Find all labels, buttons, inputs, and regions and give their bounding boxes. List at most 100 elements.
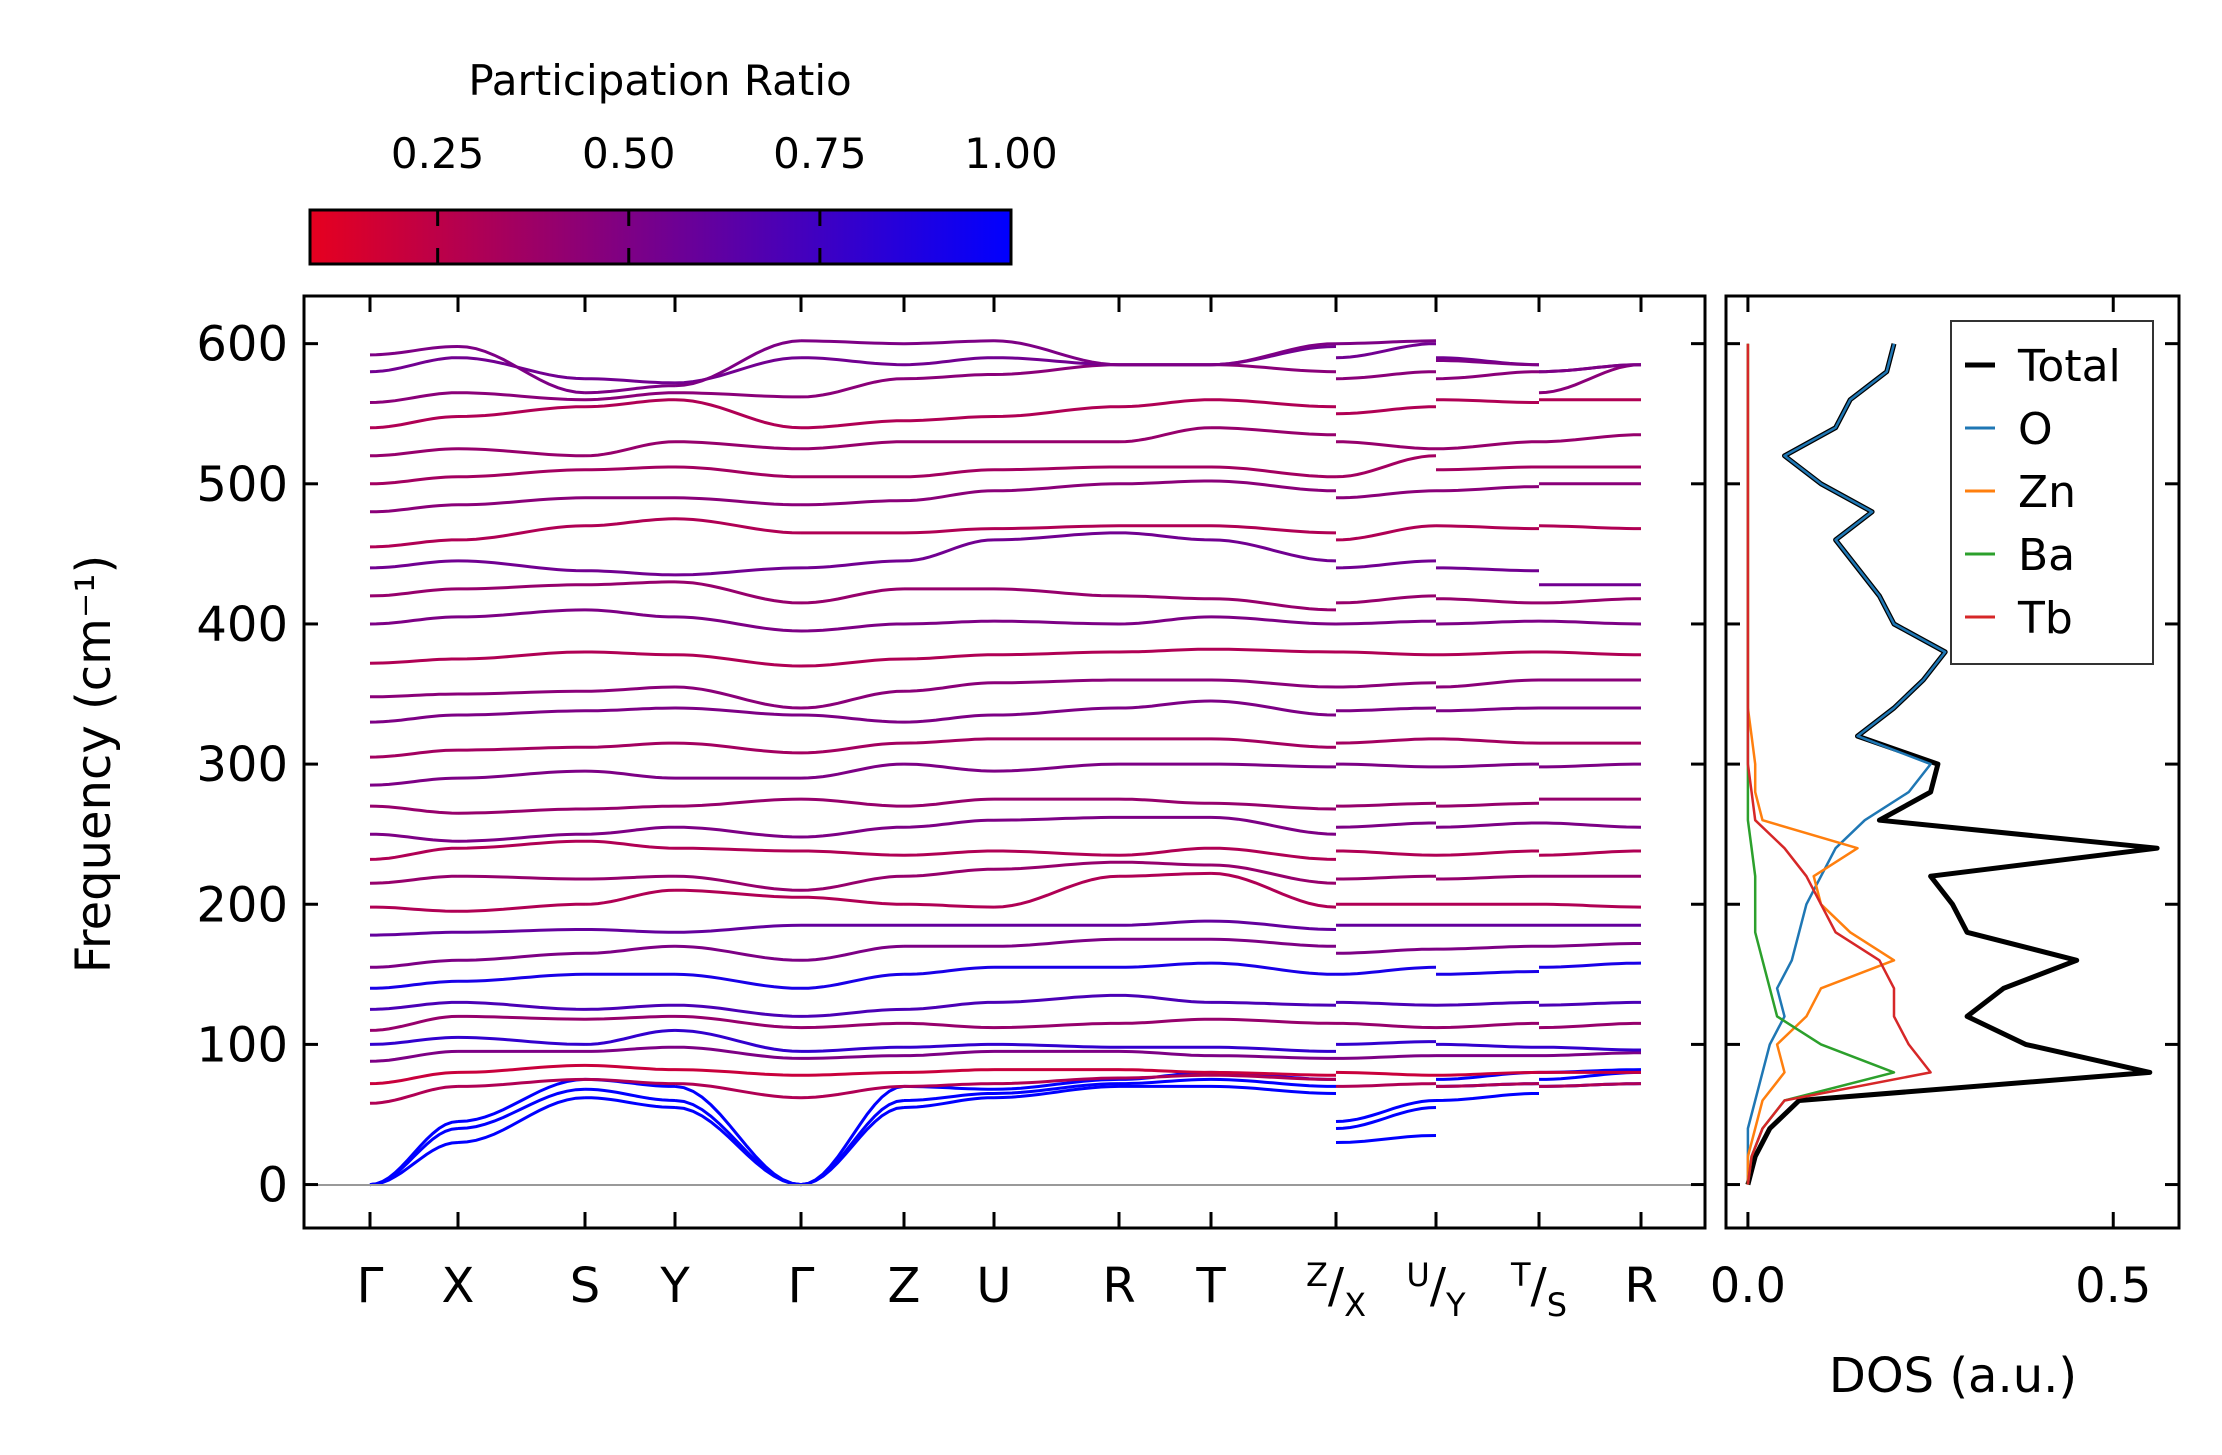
band-line [584, 769, 676, 780]
band-line [1538, 1021, 1641, 1030]
band-line [1211, 1017, 1337, 1025]
band-line [1210, 426, 1336, 437]
band-line [370, 692, 459, 699]
band-line [1118, 846, 1212, 857]
band-line [1336, 650, 1437, 657]
band-line [1210, 846, 1337, 861]
band-line [458, 745, 585, 752]
band-line [1335, 1070, 1436, 1077]
band-line [584, 608, 675, 619]
band-line [674, 825, 802, 839]
band-line [993, 587, 1120, 598]
band-line [903, 965, 995, 976]
band-line [1436, 874, 1540, 881]
band-line [369, 1141, 459, 1187]
band-line [1435, 678, 1540, 689]
band-line [369, 1000, 458, 1011]
band-line [674, 1045, 802, 1060]
band-line [457, 1063, 586, 1074]
band-line [1335, 594, 1437, 605]
band-line [1335, 1099, 1437, 1123]
band-line [903, 653, 994, 661]
band-line [1119, 860, 1211, 867]
band-line [369, 1049, 459, 1063]
band-line [1119, 961, 1212, 969]
band-line [674, 580, 802, 605]
band-line [903, 681, 995, 693]
band-line [585, 517, 676, 528]
band-line [370, 905, 459, 913]
band-line [904, 1021, 995, 1030]
band-line [584, 825, 676, 836]
kpoint-label: T [1195, 1258, 1226, 1314]
band-line [674, 339, 802, 388]
band-line [800, 762, 905, 780]
band-line [1538, 1000, 1641, 1007]
band-line [1436, 762, 1539, 769]
band-line [800, 339, 905, 346]
kpoint-label-sup: U [1406, 1256, 1429, 1294]
band-line [800, 377, 905, 399]
colorbar-tick-label: 0.50 [582, 129, 676, 178]
band-line [993, 993, 1119, 1004]
band-line [1435, 821, 1539, 829]
band-line [993, 1084, 1120, 1100]
band-line [674, 517, 802, 535]
band-line [800, 1084, 905, 1100]
band-line [457, 839, 586, 850]
band-line [1210, 863, 1337, 885]
band-line [369, 559, 459, 570]
band-line [1539, 821, 1642, 829]
band-line [1118, 398, 1212, 409]
band-line [584, 888, 676, 906]
band-line [1436, 398, 1539, 404]
band-line [457, 1087, 586, 1130]
band-line [904, 415, 995, 423]
band-line [1436, 1082, 1540, 1088]
band-line [584, 839, 676, 850]
band-line [1539, 961, 1642, 969]
band-line [1210, 524, 1337, 535]
band-line [370, 930, 458, 937]
band-line [458, 1077, 586, 1088]
band-line [458, 583, 586, 591]
band-line [1119, 1077, 1212, 1086]
band-line [800, 657, 905, 668]
band-line [1211, 1000, 1337, 1007]
band-line [1436, 737, 1540, 745]
kpoint-label-sub: X [1344, 1286, 1366, 1324]
band-line [458, 1000, 586, 1011]
legend-label-o: O [2018, 404, 2053, 455]
band-line [674, 944, 802, 962]
kpoint-label: R [1624, 1258, 1657, 1314]
band-line [1336, 1021, 1437, 1030]
band-line [1538, 363, 1642, 374]
band-line [904, 1082, 995, 1088]
band-line [1335, 524, 1437, 542]
band-line [457, 951, 586, 962]
band-line [993, 650, 1119, 657]
band-line [1435, 524, 1539, 531]
band-line [369, 345, 459, 357]
band-line [369, 1127, 459, 1187]
band-line [1539, 762, 1641, 769]
kpoint-label-slash: / [1430, 1258, 1447, 1314]
band-line [1336, 1040, 1436, 1046]
band-line [458, 1014, 586, 1021]
band-line [369, 538, 458, 549]
kpoint-label-sup: Z [1306, 1256, 1328, 1294]
band-line [993, 937, 1120, 948]
band-line [1119, 871, 1212, 878]
kpoint-label: Y [659, 1258, 690, 1314]
band-line [801, 419, 905, 430]
band-line [369, 587, 459, 598]
band-line [993, 482, 1120, 493]
band-line [1335, 489, 1437, 500]
band-line [1119, 699, 1212, 710]
band-line [993, 874, 1120, 909]
band-line [369, 832, 459, 843]
dos-axes: 0.0 0.5 [1710, 296, 2179, 1314]
band-line [675, 797, 802, 808]
colorbar-ticks [436, 210, 822, 264]
band-line [1210, 615, 1337, 626]
